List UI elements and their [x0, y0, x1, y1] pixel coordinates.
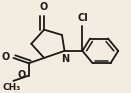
- Text: CH₃: CH₃: [3, 83, 21, 92]
- Text: Cl: Cl: [78, 13, 88, 23]
- Text: O: O: [40, 2, 48, 12]
- Text: N: N: [61, 54, 69, 64]
- Text: O: O: [1, 52, 10, 62]
- Text: O: O: [18, 70, 26, 80]
